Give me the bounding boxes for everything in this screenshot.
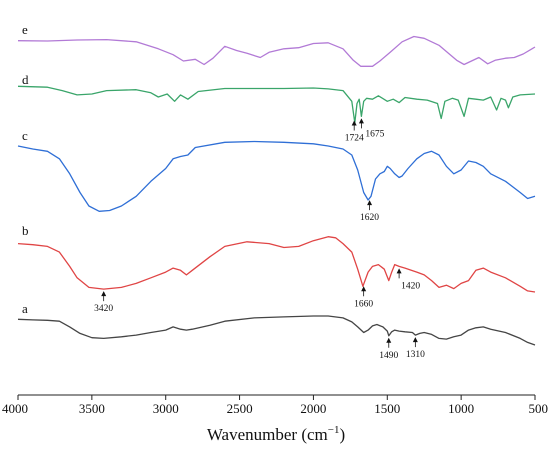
x-tick-label: 2500 bbox=[227, 401, 253, 416]
peak-label: 1724 bbox=[345, 134, 364, 144]
x-tick-label: 3000 bbox=[153, 401, 179, 416]
x-tick-label: 2000 bbox=[300, 401, 326, 416]
peak-label: 1675 bbox=[365, 129, 384, 139]
x-axis-label-sup: −1 bbox=[328, 424, 340, 436]
peak-annotation-1675: 1675 bbox=[358, 118, 385, 139]
x-axis-label: Wavenumber (cm−1) bbox=[207, 424, 345, 444]
peak-annotation-1724: 1724 bbox=[345, 120, 364, 144]
peak-arrow-head bbox=[412, 337, 418, 343]
peak-arrow-head bbox=[351, 120, 357, 126]
peak-label: 1490 bbox=[379, 351, 398, 361]
peak-arrow-head bbox=[396, 268, 402, 274]
peak-annotation-1310: 1310 bbox=[406, 337, 425, 360]
peak-arrow-head bbox=[361, 286, 367, 292]
series-layer bbox=[17, 35, 536, 346]
peak-annotation-1620: 1620 bbox=[360, 200, 379, 223]
peak-label: 1660 bbox=[354, 299, 373, 309]
series-line-c bbox=[17, 140, 536, 212]
x-axis-ticks: 4000 3500 3000 2500 2000 1500 1000 500 bbox=[2, 395, 548, 416]
peak-label: 1420 bbox=[401, 281, 420, 291]
x-tick-label: 1500 bbox=[374, 401, 400, 416]
peak-arrow-head bbox=[358, 118, 364, 124]
series-line-b bbox=[17, 236, 536, 293]
series-tag-d: d bbox=[22, 72, 29, 87]
x-tick-label: 1000 bbox=[448, 401, 474, 416]
series-line-e bbox=[17, 35, 536, 67]
series-tag-c: c bbox=[22, 128, 28, 143]
series-tag-b: b bbox=[22, 223, 29, 238]
series-line-a bbox=[17, 315, 536, 346]
peak-annotation-1420: 1420 bbox=[396, 268, 420, 291]
series-tag-layer: e d c b a bbox=[22, 22, 29, 316]
x-tick-label: 4000 bbox=[2, 401, 28, 416]
x-axis-label-text: Wavenumber (cm bbox=[207, 425, 328, 444]
series-tag-e: e bbox=[22, 22, 28, 37]
series-line-d bbox=[17, 85, 536, 124]
peak-annotation-1490: 1490 bbox=[379, 337, 399, 361]
peak-arrow-head bbox=[101, 291, 107, 297]
peak-arrow-head bbox=[367, 200, 373, 206]
peak-label: 1620 bbox=[360, 213, 379, 223]
peak-annotation-1660: 1660 bbox=[354, 286, 373, 309]
annotation-layer: 1724 1675 1620 3420 1660 1420 1490 1310 bbox=[94, 118, 425, 361]
peak-label: 3420 bbox=[94, 304, 113, 314]
peak-annotation-3420: 3420 bbox=[94, 291, 113, 314]
series-tag-a: a bbox=[22, 301, 28, 316]
peak-arrow-head bbox=[386, 337, 392, 343]
x-axis-label-close: ) bbox=[339, 425, 345, 444]
x-tick-label: 500 bbox=[529, 401, 549, 416]
peak-label: 1310 bbox=[406, 350, 425, 360]
x-tick-label: 3500 bbox=[79, 401, 105, 416]
